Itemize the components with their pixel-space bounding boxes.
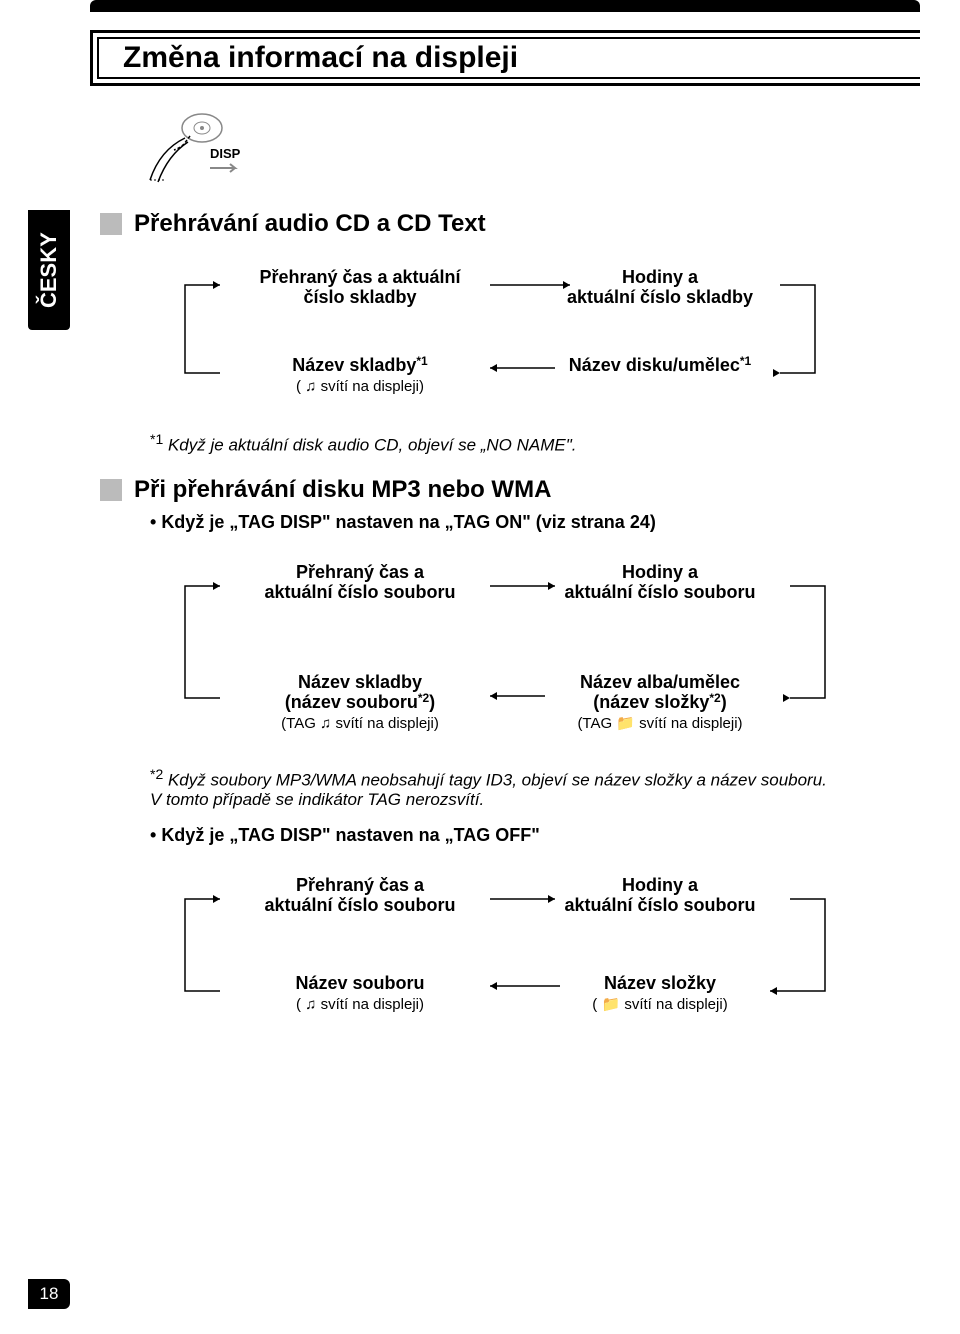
- svg-text:(název souboru*2): (název souboru*2): [285, 691, 435, 712]
- svg-text:Hodiny a: Hodiny a: [622, 562, 699, 582]
- svg-text:Přehraný čas a: Přehraný čas a: [296, 875, 425, 895]
- svg-text:(TAG 📁 svítí na displeji): (TAG 📁 svítí na displeji): [577, 715, 742, 732]
- svg-text:Název skladby: Název skladby: [298, 672, 422, 692]
- section1-head: Přehrávání audio CD a CD Text: [100, 210, 900, 238]
- svg-text:aktuální číslo souboru: aktuální číslo souboru: [264, 895, 455, 915]
- section-marker-icon: [100, 479, 122, 501]
- svg-text:Název souboru: Název souboru: [295, 973, 424, 993]
- svg-text:aktuální číslo souboru: aktuální číslo souboru: [264, 582, 455, 602]
- section2-flow2: Přehraný čas a aktuální číslo souboru Ho…: [160, 861, 900, 1041]
- footnote-text: Když je aktuální disk audio CD, objeví s…: [168, 436, 577, 455]
- footnote-marker: *1: [150, 431, 163, 447]
- svg-text:aktuální číslo souboru: aktuální číslo souboru: [564, 582, 755, 602]
- section1-title: Přehrávání audio CD a CD Text: [134, 210, 486, 238]
- svg-text:aktuální číslo souboru: aktuální číslo souboru: [564, 895, 755, 915]
- section1-footnote: *1 Když je aktuální disk audio CD, objev…: [150, 431, 900, 456]
- svg-text:aktuální číslo skladby: aktuální číslo skladby: [567, 287, 753, 307]
- svg-text:Název disku/umělec*1: Název disku/umělec*1: [569, 354, 752, 375]
- svg-text:( ♫ svítí na displeji): ( ♫ svítí na displeji): [296, 378, 424, 395]
- footnote2-l2: V tomto případě se indikátor TAG nerozsv…: [150, 790, 484, 809]
- top-accent: [90, 0, 920, 12]
- svg-text:Název alba/umělec: Název alba/umělec: [580, 672, 740, 692]
- svg-text:(TAG ♫ svítí na displeji): (TAG ♫ svítí na displeji): [281, 715, 439, 732]
- page-number: 18: [28, 1279, 70, 1309]
- section-marker-icon: [100, 213, 122, 235]
- svg-text:(název složky*2): (název složky*2): [593, 691, 726, 712]
- svg-text:( ♫ svítí na displeji): ( ♫ svítí na displeji): [296, 996, 424, 1013]
- flow-text: Přehraný čas a aktuální: [259, 267, 461, 287]
- section1-flow: Přehraný čas a aktuální číslo skladby Ho…: [160, 253, 900, 423]
- section2-footnote: *2 Když soubory MP3/WMA neobsahují tagy …: [150, 766, 900, 811]
- svg-text:Název skladby*1: Název skladby*1: [292, 354, 428, 375]
- page: Změna informací na displeji ČESKY DISP P…: [0, 0, 960, 1334]
- svg-text:Hodiny a: Hodiny a: [622, 267, 699, 287]
- svg-text:Název složky: Název složky: [604, 973, 716, 993]
- language-tab: ČESKY: [28, 210, 70, 330]
- footnote2-marker: *2: [150, 766, 163, 782]
- section2-bullet2: Když je „TAG DISP" nastaven na „TAG OFF": [150, 825, 900, 846]
- page-title: Změna informací na displeji: [123, 41, 518, 75]
- svg-text:DISP: DISP: [210, 146, 240, 161]
- content-area: Přehrávání audio CD a CD Text Přehraný č…: [100, 210, 900, 1041]
- section2-bullet1: Když je „TAG DISP" nastaven na „TAG ON" …: [150, 512, 900, 533]
- section2-title: Při přehrávání disku MP3 nebo WMA: [134, 476, 551, 504]
- svg-text:( 📁 svítí na displeji): ( 📁 svítí na displeji): [592, 996, 727, 1013]
- svg-text:číslo skladby: číslo skladby: [303, 287, 416, 307]
- disp-button-icon: DISP: [140, 110, 240, 190]
- title-bar: Změna informací na displeji: [90, 30, 920, 86]
- section2-flow1: Přehraný čas a aktuální číslo souboru Ho…: [160, 548, 900, 758]
- svg-text:Hodiny a: Hodiny a: [622, 875, 699, 895]
- section2-head: Při přehrávání disku MP3 nebo WMA: [100, 476, 900, 504]
- footnote2-l1: Když soubory MP3/WMA neobsahují tagy ID3…: [168, 770, 827, 789]
- svg-text:Přehraný čas a: Přehraný čas a: [296, 562, 425, 582]
